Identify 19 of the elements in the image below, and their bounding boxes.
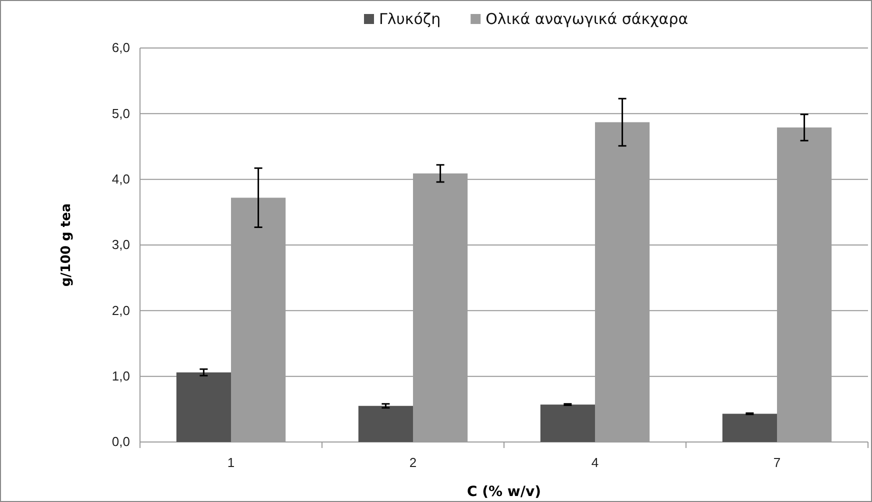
x-tick-label: 2 — [409, 455, 417, 470]
bar — [722, 414, 777, 442]
y-axis-title: g/100 g tea — [59, 203, 74, 287]
y-tick-label: 4,0 — [112, 171, 130, 186]
y-tick-label: 6,0 — [112, 40, 130, 56]
x-tick-label: 1 — [227, 455, 235, 470]
y-tick-label: 1,0 — [112, 368, 130, 384]
x-tick-label: 7 — [773, 455, 781, 470]
bar — [358, 406, 413, 442]
y-tick-label: 0,0 — [112, 434, 130, 450]
legend-label: Γλυκόζη — [379, 10, 441, 28]
y-tick-label: 2,0 — [112, 302, 130, 318]
bar — [540, 404, 595, 442]
y-tick-label: 3,0 — [112, 237, 130, 252]
bar — [176, 372, 231, 442]
x-tick-label: 4 — [591, 455, 599, 470]
x-axis-title: C (% w/v) — [466, 484, 542, 500]
y-tick-label: 5,0 — [112, 106, 130, 121]
legend-label: Ολικά αναγωγικά σάκχαρα — [486, 10, 688, 28]
